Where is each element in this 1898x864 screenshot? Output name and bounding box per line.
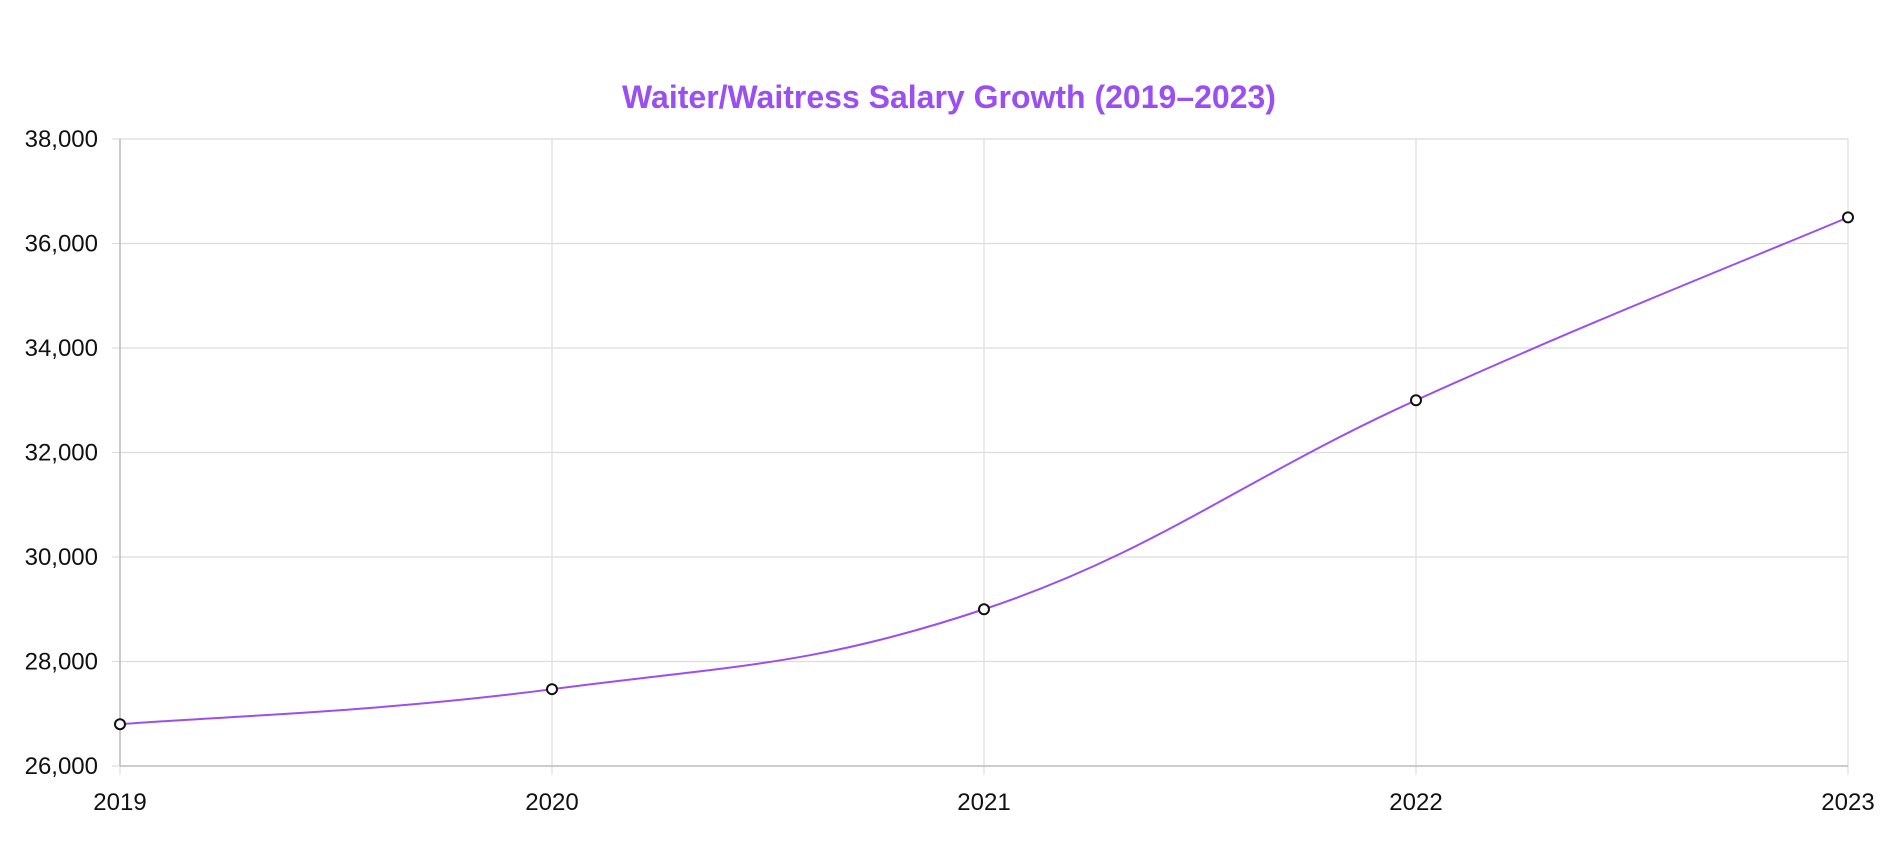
y-tick-label: 32,000 [25, 440, 98, 467]
x-tick-label: 2022 [1389, 789, 1442, 816]
series-layer [114, 211, 1854, 731]
y-tick-label: 38,000 [25, 126, 98, 153]
y-tick-label: 30,000 [25, 544, 98, 571]
data-point[interactable] [546, 683, 558, 696]
x-tick-label: 2021 [957, 789, 1010, 816]
y-tick-label: 36,000 [25, 231, 98, 258]
chart-title: Waiter/Waitress Salary Growth (2019–2023… [622, 79, 1276, 115]
y-tick-label: 26,000 [25, 753, 98, 780]
x-tick-label: 2023 [1821, 789, 1874, 816]
tick-labels: 26,000 28,000 30,000 32,000 34,000 36,000 38,0… [25, 126, 1875, 816]
data-point[interactable] [114, 718, 126, 731]
data-point[interactable] [978, 603, 990, 616]
axes [119, 139, 1848, 767]
data-point[interactable] [1842, 211, 1854, 224]
y-tick-label: 34,000 [25, 335, 98, 362]
grid [112, 138, 1849, 774]
y-tick-label: 28,000 [25, 649, 98, 676]
data-point[interactable] [1410, 394, 1422, 407]
x-tick-label: 2019 [93, 789, 146, 816]
x-tick-label: 2020 [525, 789, 578, 816]
